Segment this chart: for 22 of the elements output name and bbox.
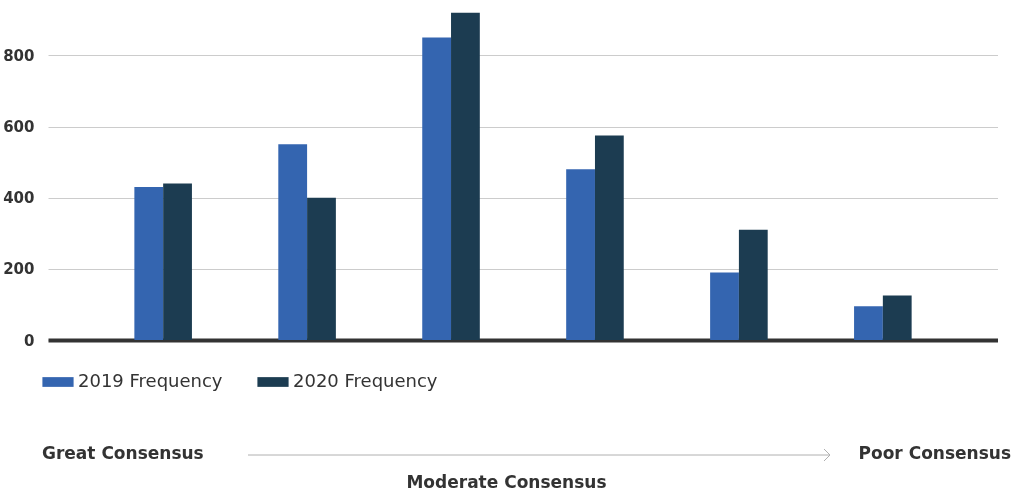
bar [134,187,164,340]
bar [451,12,480,340]
bar [566,169,595,340]
y-tick-label: 200 [3,260,35,279]
bar [422,37,452,340]
text: Poor Consensus [858,443,1011,463]
legend-label: 2019 Frequency [78,370,223,391]
bar [594,135,624,340]
bar [882,295,912,340]
y-tick-label: 600 [3,118,35,137]
y-tick-label: 0 [24,331,35,350]
bar [163,183,192,340]
bar [278,144,308,340]
bar [307,197,336,340]
legend-label: 2020 Frequency [293,370,438,391]
y-tick-label: 800 [3,46,35,65]
text: Moderate Consensus [405,472,608,492]
y-tick-label: 400 [3,189,35,208]
bar [710,272,739,340]
bar [738,229,768,340]
bar [854,306,883,340]
text: Great Consensus [42,443,204,463]
